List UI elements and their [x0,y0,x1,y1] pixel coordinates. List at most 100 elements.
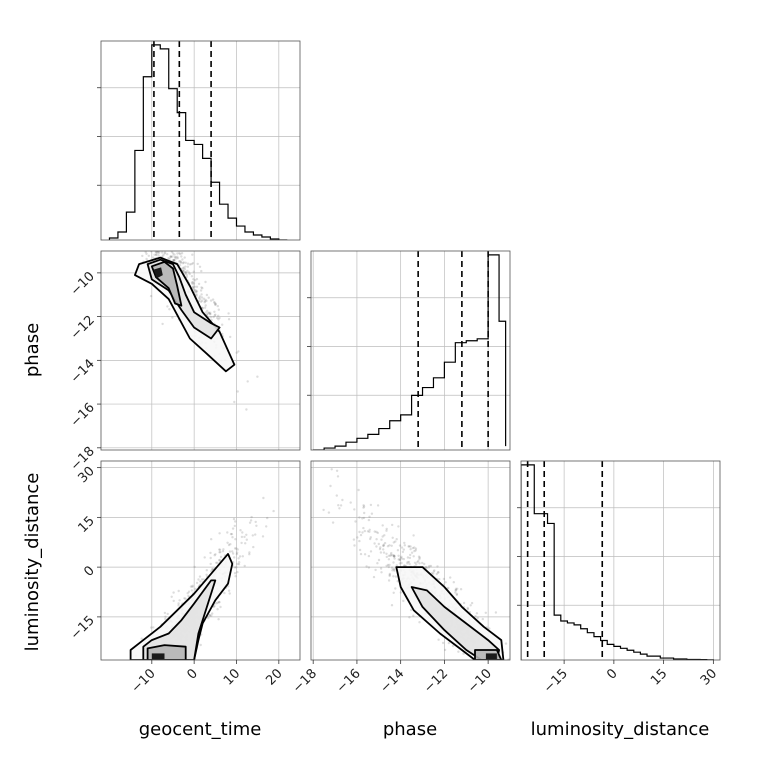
sample-point [400,557,404,560]
sample-point [234,538,237,541]
sample-point [408,545,411,548]
sample-point [392,591,395,594]
sample-point [248,521,252,524]
sample-point [228,592,231,595]
sample-point [199,643,202,647]
sample-point [408,616,411,619]
marginal-panel-phase [307,250,511,451]
sample-point [168,308,171,311]
sample-point [161,251,164,254]
sample-point [206,313,209,316]
sample-point [250,515,253,519]
sample-point [217,618,220,621]
sample-point [393,557,396,560]
sample-point [183,270,187,274]
sample-point [178,260,181,263]
sample-point [184,272,187,276]
sample-point [243,535,246,539]
sample-point [191,282,194,285]
sample-point [198,298,202,301]
sample-point [412,614,415,617]
sample-point [256,375,259,378]
sample-point [376,562,379,565]
sample-point [377,542,380,546]
contour-level-2 [142,579,217,660]
sample-point [475,612,479,615]
sample-point [180,255,183,258]
sample-point [171,259,175,262]
sample-point [367,554,371,558]
panel-frame [100,250,301,451]
sample-point [442,577,446,581]
sample-point [181,258,184,261]
sample-point [191,286,194,289]
sample-point [362,505,366,508]
sample-point [337,504,340,507]
sample-point [433,569,436,572]
sample-point [147,254,150,257]
contour-level-2 [410,586,501,660]
sample-point [200,293,203,296]
sample-point [174,255,177,259]
sample-point [187,590,191,593]
sample-point [411,546,415,550]
sample-point [373,542,376,545]
sample-point [215,561,218,564]
sample-point [474,615,477,618]
sample-point [362,506,365,509]
sample-point [218,600,221,604]
sample-point [413,561,417,564]
sample-point [385,555,388,559]
sample-point [200,296,204,299]
sample-point [199,580,202,583]
sample-point [375,545,378,548]
sample-point [196,262,199,266]
sample-point [251,534,254,537]
sample-point [209,313,212,316]
y-tick-label: 0 [81,563,97,579]
sample-point [237,557,240,560]
sample-point [172,259,176,262]
sample-point [361,531,364,534]
sample-point [400,555,403,558]
sample-point [208,312,212,315]
sample-point [183,267,187,271]
sample-point [454,587,458,590]
sample-point [386,545,390,548]
sample-point [219,605,222,609]
sample-point [214,302,217,305]
sample-point [192,278,195,281]
sample-point [203,306,207,309]
sample-point [387,558,391,561]
sample-point [181,262,185,265]
sample-point [198,296,201,300]
sample-point [504,642,508,645]
sample-point [418,562,421,565]
sample-point [231,527,235,530]
marginal-panel-luminosity_distance [517,460,721,661]
sample-point [192,287,195,290]
sample-point [392,561,395,564]
x-tick-label: 10 [221,666,243,688]
sample-point [397,554,400,557]
sample-point [438,578,441,581]
joint-panel-geocent_time-luminosity_distance [100,460,301,661]
sample-point [394,575,398,578]
sample-point [409,553,412,557]
x-tick-label: −12 [421,666,451,696]
sample-point [155,251,158,254]
sample-point [152,256,155,259]
y-tick-label: 15 [76,514,98,536]
sample-point [393,569,396,572]
sample-point [206,309,209,313]
sample-point [187,271,191,274]
sample-point [232,517,236,521]
sample-point [369,536,372,539]
sample-point [233,547,237,550]
sample-point [153,253,156,256]
sample-point [381,535,384,538]
sample-point [214,303,217,306]
sample-point [144,251,147,254]
sample-point [362,504,365,507]
